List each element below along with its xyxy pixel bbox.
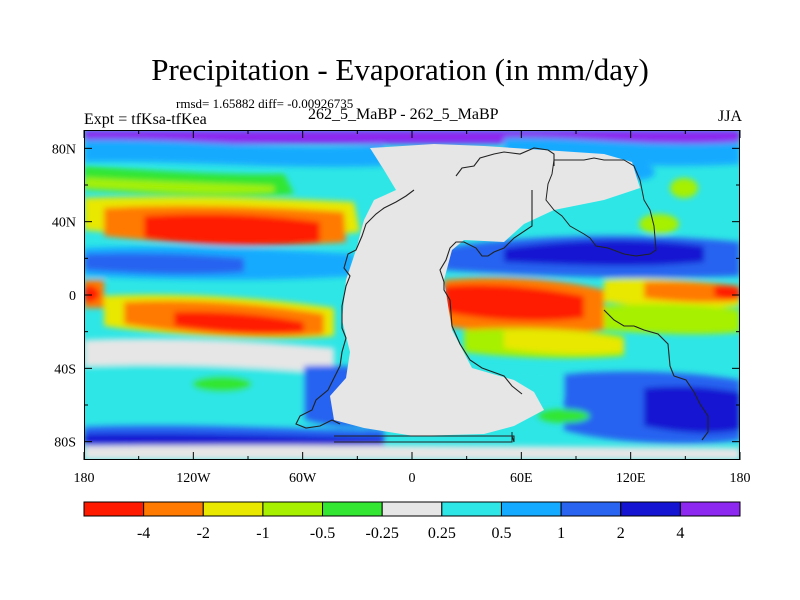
- colorbar-swatch: [322, 501, 383, 517]
- colorbar-swatch: [202, 501, 264, 517]
- colorbar-swatch: [560, 501, 622, 517]
- stats-line: rmsd= 1.65882 diff= -0.00926735: [176, 96, 354, 111]
- colorbar-label: -4: [137, 525, 150, 542]
- colorbar-label: -2: [197, 525, 210, 542]
- x-tick-label: 180: [74, 471, 95, 486]
- colorbar-label: 0.5: [491, 525, 511, 542]
- colorbar-swatch: [381, 501, 443, 517]
- coastline-outline: [295, 147, 709, 441]
- y-tick-label: 40S: [54, 362, 76, 377]
- north-coast-blocks: [545, 157, 657, 257]
- plot-title: Precipitation - Evaporation (in mm/day): [151, 52, 649, 87]
- colorbar: -4 -2 -1 -0.5 -0.25 0.25 0.5 1 2 4: [83, 501, 741, 542]
- left-subtitle: Expt = tfKsa-tfKea: [84, 111, 207, 128]
- colorbar-swatch: [441, 501, 502, 517]
- season-label: JJA: [717, 108, 742, 125]
- x-tick-label: 0: [409, 471, 416, 486]
- colorbar-label: 4: [676, 525, 684, 542]
- center-subtitle: 262_5_MaBP - 262_5_MaBP: [308, 106, 499, 123]
- y-tick-label: 80S: [54, 436, 76, 451]
- map-plot: [84, 130, 740, 460]
- colorbar-swatch: [83, 501, 145, 517]
- colorbar-swatch: [620, 501, 681, 517]
- pangaea-landmass: [330, 144, 640, 436]
- colorbar-label: -0.5: [310, 525, 335, 542]
- y-tick-label: 0: [69, 289, 76, 304]
- colorbar-label: -0.25: [366, 525, 399, 542]
- colorbar-label: -1: [256, 525, 269, 542]
- y-tick-label: 40N: [52, 216, 76, 231]
- y-tick-label: 80N: [52, 142, 76, 157]
- x-tick-label: 120W: [176, 471, 211, 486]
- antarctic-rect-outline: [334, 432, 515, 443]
- colorbar-label: 1: [557, 525, 565, 542]
- colorbar-label: 2: [617, 525, 625, 542]
- colorbar-label: 0.25: [428, 525, 456, 542]
- x-tick-label: 180: [730, 471, 751, 486]
- colorbar-swatch: [679, 501, 741, 517]
- colorbar-swatch: [143, 501, 204, 517]
- colorbar-swatch: [500, 501, 562, 517]
- x-tick-label: 120E: [616, 471, 646, 486]
- colorbar-swatch: [262, 501, 324, 517]
- x-tick-label: 60E: [510, 471, 533, 486]
- x-tick-label: 60W: [289, 471, 317, 486]
